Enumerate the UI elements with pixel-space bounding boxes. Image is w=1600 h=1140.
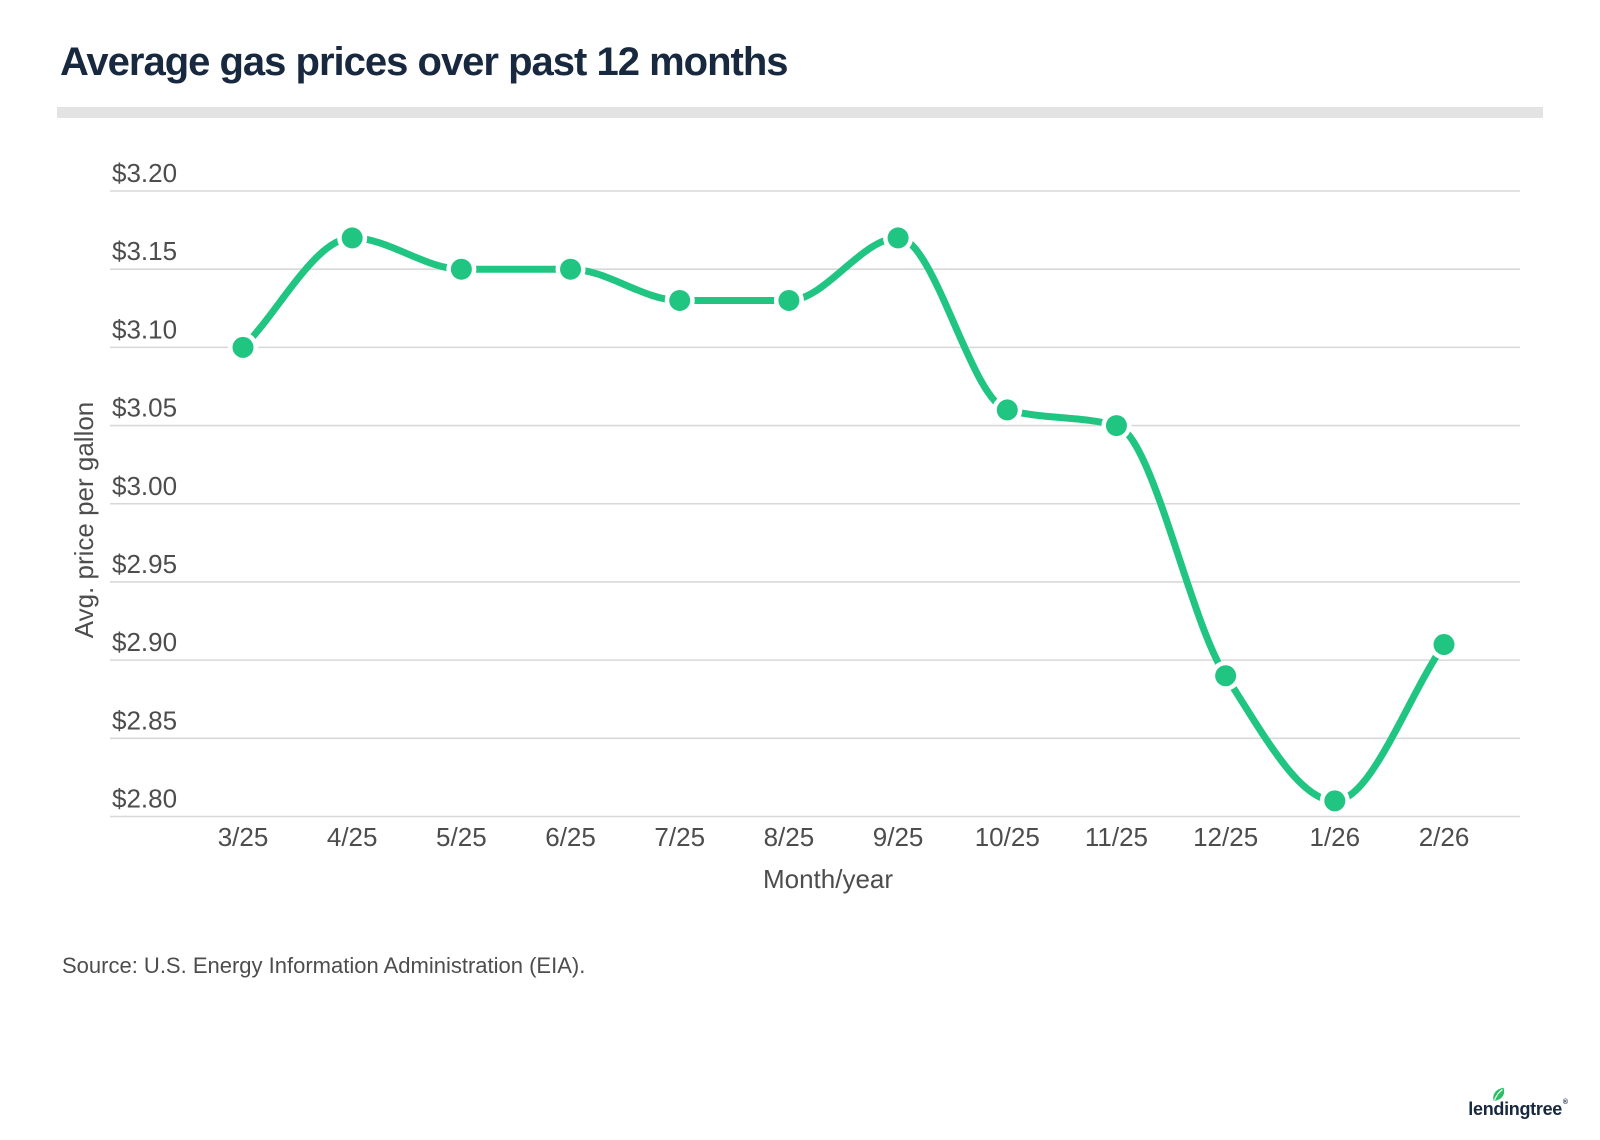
x-tick-label: 4/25 [327, 822, 378, 852]
x-tick-label: 10/25 [975, 822, 1040, 852]
y-axis-tick-labels: $3.20 $3.15 $3.10 $3.05 $3.00 $2.95 $2.90 $2.85… [112, 158, 177, 814]
x-axis-title: Month/year [763, 864, 893, 894]
y-tick-label: $3.00 [112, 471, 177, 501]
chart-title: Average gas prices over past 12 months [60, 40, 789, 84]
data-point [669, 289, 691, 311]
lendingtree-logo: lendingtree ® [1420, 1087, 1570, 1129]
data-point [1215, 665, 1237, 687]
title-divider [57, 107, 1543, 118]
y-tick-label: $2.85 [112, 705, 177, 735]
x-tick-label: 1/26 [1310, 822, 1361, 852]
data-point [560, 258, 582, 280]
y-tick-label: $3.15 [112, 236, 177, 266]
x-tick-label: 7/25 [654, 822, 705, 852]
data-point [1105, 415, 1127, 437]
x-tick-label: 8/25 [764, 822, 815, 852]
x-tick-label: 6/25 [545, 822, 596, 852]
data-point [341, 227, 363, 249]
data-point [1324, 790, 1346, 812]
registered-trademark-symbol: ® [1562, 1099, 1568, 1106]
x-tick-label: 9/25 [873, 822, 924, 852]
data-point [778, 289, 800, 311]
y-tick-label: $2.95 [112, 549, 177, 579]
y-tick-label: $3.10 [112, 314, 177, 344]
leaf-icon [1493, 1087, 1505, 1101]
y-tick-label: $3.20 [112, 158, 177, 188]
data-point [996, 399, 1018, 421]
gridlines [110, 190, 1520, 818]
data-points [228, 222, 1459, 816]
data-point [887, 227, 909, 249]
lendingtree-logo-text: lendingtree [1468, 1099, 1562, 1119]
x-tick-label: 12/25 [1193, 822, 1258, 852]
data-point [232, 336, 254, 358]
x-axis-tick-labels: 3/25 4/25 5/25 6/25 7/25 8/25 9/25 10/25 11/25 12… [218, 822, 1470, 852]
y-tick-label: $3.05 [112, 393, 177, 423]
data-point [450, 258, 472, 280]
x-tick-label: 11/25 [1085, 822, 1148, 852]
y-tick-label: $2.90 [112, 627, 177, 657]
y-tick-label: $2.80 [112, 784, 177, 814]
x-tick-label: 5/25 [436, 822, 487, 852]
x-tick-label: 3/25 [218, 822, 269, 852]
data-point [1433, 633, 1455, 655]
source-text: Source: U.S. Energy Information Administ… [62, 953, 586, 978]
price-line [239, 234, 1448, 805]
x-tick-label: 2/26 [1419, 822, 1470, 852]
y-axis-title: Avg. price per gallon [69, 402, 99, 639]
